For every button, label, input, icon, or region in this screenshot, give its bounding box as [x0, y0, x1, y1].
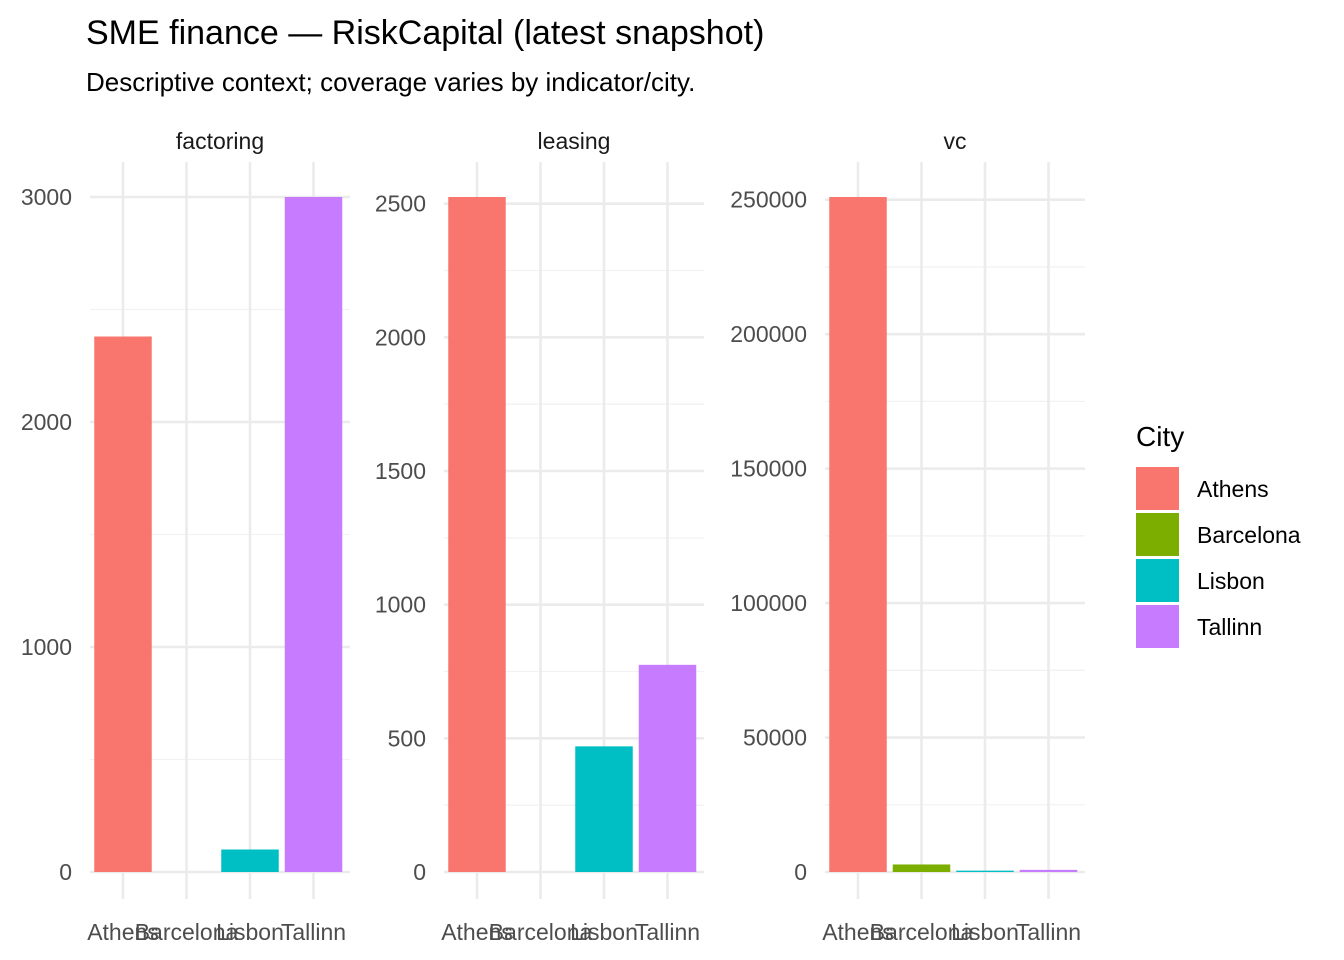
bar-factoring-athens: [94, 336, 152, 872]
y-tick-label: 3000: [21, 184, 72, 210]
legend-title: City: [1136, 421, 1184, 452]
bar-factoring-lisbon: [221, 849, 279, 872]
x-tick-label: Tallinn: [1016, 919, 1081, 945]
legend-label: Barcelona: [1197, 522, 1301, 548]
bar-leasing-lisbon: [575, 746, 633, 872]
x-tick-label: Lisbon: [951, 919, 1019, 945]
y-tick-label: 2500: [375, 191, 426, 217]
x-tick-label: Tallinn: [635, 919, 700, 945]
x-tick-label: Lisbon: [216, 919, 284, 945]
y-tick-label: 250000: [730, 187, 807, 213]
facet-panels: factoring0100020003000AthensBarcelonaLis…: [21, 128, 1085, 945]
bar-vc-tallinn: [1019, 869, 1078, 872]
legend-key-barcelona: [1136, 513, 1179, 556]
legend-label: Athens: [1197, 476, 1269, 502]
legend-key-athens: [1136, 467, 1179, 510]
legend-label: Tallinn: [1197, 614, 1262, 640]
facet-panel-factoring: factoring 0 1000 2000 3000 AthensBarcelonaLis…: [21, 128, 350, 945]
x-tick-label: Athens: [441, 919, 513, 945]
x-tick-label: Barcelona: [135, 919, 239, 945]
y-tick-label: 1000: [21, 634, 72, 660]
x-tick-label: Tallinn: [281, 919, 346, 945]
y-tick-label: 150000: [730, 456, 807, 482]
legend-label: Lisbon: [1197, 568, 1265, 594]
x-tick-label: Lisbon: [570, 919, 638, 945]
legend-key-lisbon: [1136, 559, 1179, 602]
y-tick-label: 1500: [375, 458, 426, 484]
y-tick-label: 0: [794, 859, 807, 885]
x-tick-label: Barcelona: [489, 919, 593, 945]
facet-panel-vc: vc 0 50000 100000 150000 200000 250000 AthensBa…: [730, 128, 1085, 945]
legend: City Athens Barcelona Lisbon Tallinn: [1136, 421, 1301, 648]
y-tick-label: 1000: [375, 592, 426, 618]
y-tick-label: 100000: [730, 590, 807, 616]
bar-vc-athens: [829, 197, 887, 872]
x-tick-label: Barcelona: [870, 919, 974, 945]
facet-strip-label: leasing: [538, 128, 611, 154]
facet-strip-label: factoring: [176, 128, 264, 154]
bar-leasing-athens: [448, 197, 506, 872]
facet-panel-leasing: leasing 0 500 1000 1500 2000 2500 AthensBarcelo…: [375, 128, 704, 945]
facet-strip-label: vc: [944, 128, 967, 154]
y-tick-label: 2000: [21, 409, 72, 435]
legend-key-tallinn: [1136, 605, 1179, 648]
bar-leasing-tallinn: [638, 664, 697, 872]
y-tick-label: 0: [59, 859, 72, 885]
y-tick-label: 2000: [375, 324, 426, 350]
bar-vc-lisbon: [956, 870, 1014, 872]
bar-factoring-tallinn: [284, 197, 343, 872]
y-tick-label: 0: [413, 859, 426, 885]
y-tick-label: 200000: [730, 321, 807, 347]
y-tick-label: 500: [388, 725, 426, 751]
x-tick-label: Athens: [87, 919, 159, 945]
x-tick-label: Athens: [822, 919, 894, 945]
chart-subtitle: Descriptive context; coverage varies by …: [86, 67, 695, 97]
y-tick-label: 50000: [743, 725, 807, 751]
bar-vc-barcelona: [892, 864, 951, 872]
chart-title: SME finance — RiskCapital (latest snapsh…: [86, 14, 764, 52]
